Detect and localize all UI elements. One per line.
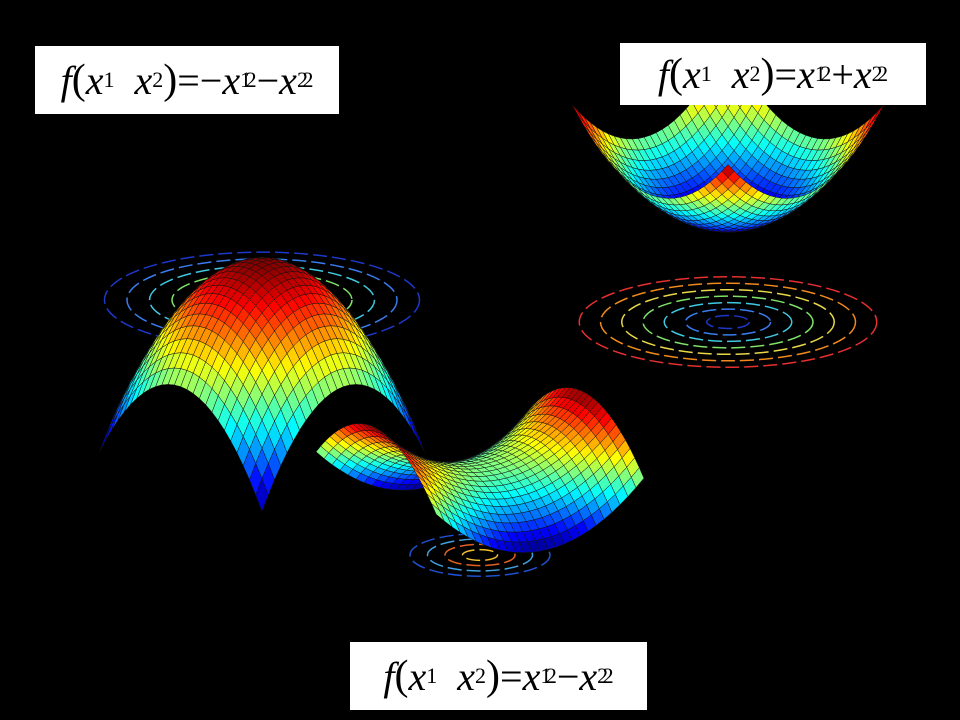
rhs-sup-1: 2 <box>820 61 832 86</box>
rhs-op-2: − <box>256 57 280 103</box>
rhs-op-2: − <box>556 653 580 699</box>
rhs-sup-2: 2 <box>602 663 614 688</box>
arg2-sub: 2 <box>152 67 164 92</box>
arg1-sub: 1 <box>103 67 115 92</box>
rhs-var-2: x <box>279 57 297 103</box>
rhs-sub-1: 1 <box>240 67 252 92</box>
rhs-var-2: x <box>853 51 872 97</box>
arg1-sub: 1 <box>426 663 438 688</box>
rhs-op-2: + <box>831 51 854 97</box>
rhs-sub-1: 1 <box>814 61 826 86</box>
rhs-sup-2: 2 <box>302 67 314 92</box>
func-name: f <box>60 57 72 103</box>
formula-saddle: f(x 1 x 2) = x 1 2− x 2 2 <box>350 642 647 710</box>
rhs-sup-1: 2 <box>545 663 557 688</box>
dome-surface <box>99 251 425 513</box>
saddle-surface <box>315 387 645 578</box>
rhs-sub-2: 2 <box>597 663 609 688</box>
rhs-var-1: x <box>522 653 541 699</box>
rhs-var-1: x <box>222 57 241 103</box>
rhs-op-1: = <box>500 653 523 699</box>
arg1: x <box>408 653 427 699</box>
rhs-sup-1: 2 <box>245 67 257 92</box>
rhs-sub-2: 2 <box>296 67 308 92</box>
arg1: x <box>85 57 104 103</box>
rhs-op-1: =− <box>177 57 223 103</box>
arg1: x <box>682 51 701 97</box>
rhs-var-1: x <box>797 51 815 97</box>
rhs-var-2: x <box>579 653 598 699</box>
rhs-sub-2: 2 <box>871 61 883 86</box>
rhs-op-1: = <box>774 51 798 97</box>
formula-maximum: f(x 1 x 2) =− x 1 2− x 2 2 <box>35 46 339 114</box>
rhs-sup-2: 2 <box>877 61 889 86</box>
formula-minimum: f(x 1 x 2) = x 1 2 + x 2 2 <box>620 43 926 105</box>
arg2-sub: 2 <box>475 663 486 688</box>
arg2: x <box>731 51 750 97</box>
arg1-sub: 1 <box>700 61 712 86</box>
arg2-sub: 2 <box>749 61 761 86</box>
func-name: f <box>383 653 395 699</box>
rhs-sub-1: 1 <box>540 663 552 688</box>
func-name: f <box>657 51 669 97</box>
arg2: x <box>134 57 153 103</box>
arg2: x <box>457 653 475 699</box>
